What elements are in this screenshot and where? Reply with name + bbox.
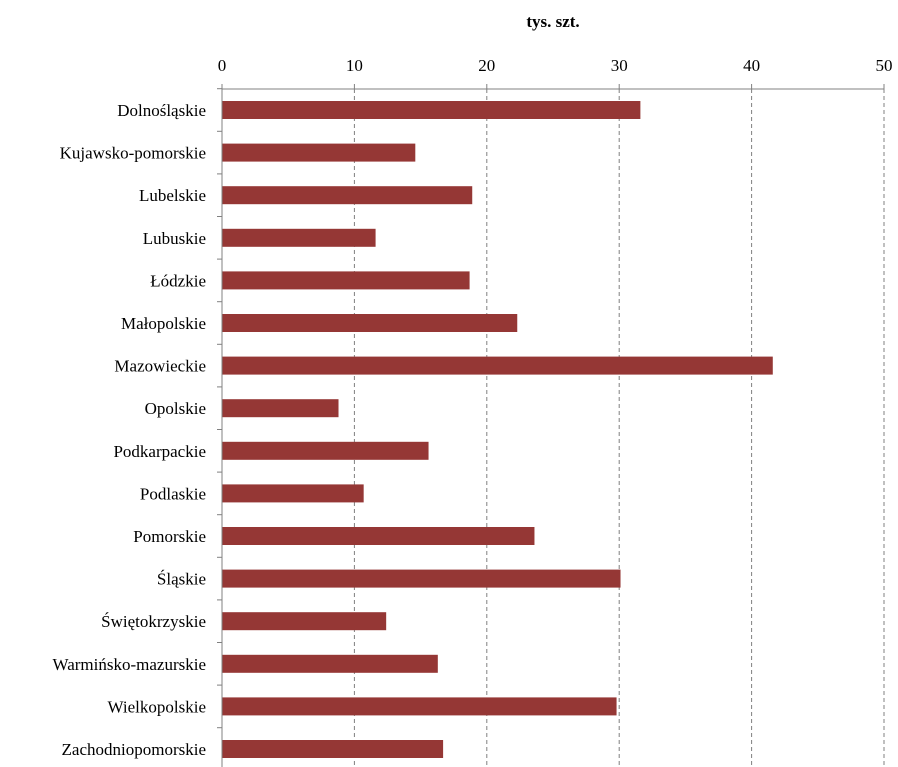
x-tick-labels: 0 10 20 30 40 50 <box>218 56 893 89</box>
x-tick-label: 40 <box>743 56 760 75</box>
category-label: Świętokrzyskie <box>101 612 206 631</box>
category-label: Małopolskie <box>121 314 206 333</box>
bar <box>222 569 621 588</box>
category-label: Dolnośląskie <box>117 101 206 120</box>
bar <box>222 356 773 375</box>
category-label: Zachodniopomorskie <box>62 740 206 759</box>
category-label: Warmińsko-mazurskie <box>53 655 206 674</box>
bar <box>222 143 416 162</box>
bar <box>222 527 535 545</box>
bar <box>222 612 387 631</box>
category-label: Lubuskie <box>143 229 206 248</box>
x-tick-label: 30 <box>611 56 628 75</box>
category-label: Łódzkie <box>150 271 206 290</box>
bar <box>222 654 438 673</box>
x-tick-label: 0 <box>218 56 227 75</box>
category-label: Śląskie <box>157 570 206 589</box>
bars <box>222 101 773 758</box>
bar <box>222 740 444 758</box>
bar <box>222 101 641 119</box>
x-tick-label: 10 <box>346 56 363 75</box>
category-labels: Dolnośląskie Kujawsko-pomorskie Lubelskie L… <box>53 88 222 759</box>
category-label: Kujawsko-pomorskie <box>60 144 206 163</box>
category-label: Podlaskie <box>140 484 206 503</box>
category-label: Podkarpackie <box>113 442 206 461</box>
bar <box>222 314 518 332</box>
x-tick-label: 20 <box>478 56 495 75</box>
category-label: Lubelskie <box>139 186 206 205</box>
category-label: Wielkopolskie <box>108 697 206 716</box>
x-axis-title: tys. szt. <box>526 12 579 31</box>
bar <box>222 186 473 205</box>
bar <box>222 484 364 503</box>
category-label: Pomorskie <box>133 527 206 546</box>
bar <box>222 697 617 716</box>
category-label: Mazowieckie <box>114 357 206 376</box>
bar <box>222 399 339 418</box>
bar <box>222 271 470 290</box>
x-tick-label: 50 <box>876 56 893 75</box>
category-label: Opolskie <box>145 399 206 418</box>
bar <box>222 441 429 460</box>
bar <box>222 228 376 247</box>
